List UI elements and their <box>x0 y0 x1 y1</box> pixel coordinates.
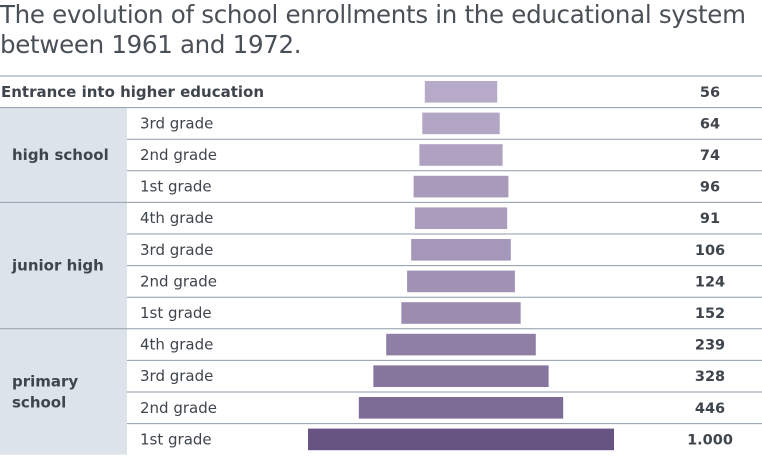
group-label: junior high <box>11 257 104 275</box>
bar <box>414 207 508 229</box>
value-label: 446 <box>695 401 725 417</box>
value-label: 96 <box>700 180 720 196</box>
value-label: 239 <box>695 338 725 354</box>
row-label: 2nd grade <box>140 399 217 417</box>
bar <box>422 112 500 135</box>
chart-title-line-2: between 1961 and 1972. <box>0 30 302 59</box>
group-label-higher-education: Entrance into higher education <box>1 83 264 101</box>
value-label: 56 <box>700 85 720 101</box>
bar <box>308 428 614 451</box>
row-label: 1st grade <box>140 304 212 322</box>
value-label: 91 <box>700 211 720 227</box>
row-label: 4th grade <box>140 336 213 354</box>
bar <box>407 270 515 293</box>
group-label: school <box>12 394 66 412</box>
value-label: 1.000 <box>687 432 733 448</box>
value-label: 64 <box>700 116 720 132</box>
row-label: 2nd grade <box>140 272 217 290</box>
row-label: 1st grade <box>140 430 212 448</box>
bar <box>386 333 536 356</box>
value-label: 328 <box>695 369 725 385</box>
value-label: 74 <box>700 148 720 164</box>
chart-title: The evolution of school enrollments in t… <box>0 0 762 60</box>
bar <box>401 302 521 324</box>
bar <box>411 239 511 261</box>
group-label: high school <box>12 146 109 164</box>
bar <box>373 365 549 387</box>
group-panel <box>0 202 127 329</box>
row-label: 4th grade <box>140 209 213 227</box>
bar <box>413 175 509 198</box>
value-label: 124 <box>695 274 725 290</box>
bar <box>419 144 503 166</box>
row-label: 3rd grade <box>140 114 213 132</box>
group-panel <box>0 108 127 202</box>
chart-title-line-1: The evolution of school enrollments in t… <box>0 0 746 29</box>
bar <box>358 397 564 419</box>
row-label: 2nd grade <box>140 146 217 164</box>
bar <box>424 81 498 103</box>
row-label: 1st grade <box>140 178 212 196</box>
group-panel <box>0 329 127 455</box>
value-label: 152 <box>695 306 725 322</box>
row-label: 3rd grade <box>140 367 213 385</box>
value-label: 106 <box>695 243 725 259</box>
group-label: primary <box>12 373 78 391</box>
row-label: 3rd grade <box>140 241 213 259</box>
